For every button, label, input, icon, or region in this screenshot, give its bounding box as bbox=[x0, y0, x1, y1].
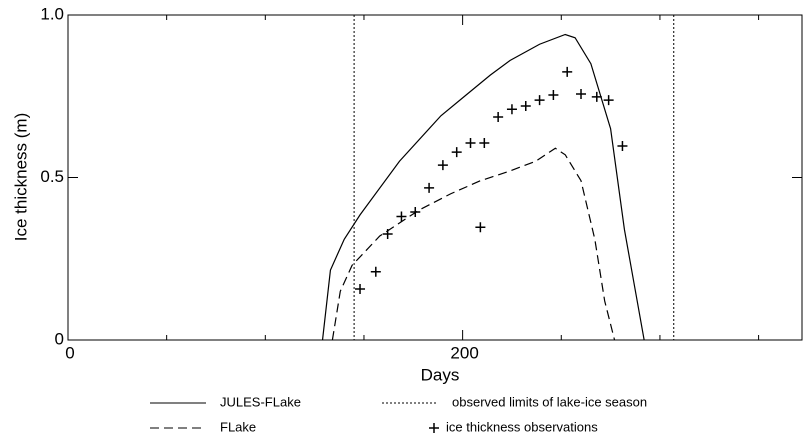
observation bbox=[535, 95, 545, 105]
plot-frame bbox=[68, 15, 802, 340]
observation bbox=[493, 112, 503, 122]
y-tick-label: 0.5 bbox=[40, 167, 64, 186]
observation bbox=[521, 101, 531, 111]
y-axis-label: Ice thickness (m) bbox=[11, 113, 30, 241]
observation bbox=[479, 138, 489, 148]
y-tick-label: 0 bbox=[55, 329, 64, 348]
observation bbox=[383, 229, 393, 239]
y-tick-label: 1.0 bbox=[40, 4, 64, 23]
observation bbox=[424, 183, 434, 193]
legend-label: JULES-FLake bbox=[220, 394, 301, 409]
series-line bbox=[323, 35, 645, 341]
x-tick-label: 200 bbox=[450, 343, 478, 362]
observation bbox=[452, 147, 462, 157]
observation bbox=[617, 141, 627, 151]
observation bbox=[562, 67, 572, 77]
observation bbox=[438, 160, 448, 170]
observation bbox=[576, 89, 586, 99]
observation bbox=[548, 90, 558, 100]
legend-symbol bbox=[429, 423, 439, 433]
observation bbox=[371, 267, 381, 277]
observation bbox=[475, 222, 485, 232]
legend-label: FLake bbox=[220, 419, 256, 434]
legend-label: ice thickness observations bbox=[446, 419, 598, 434]
legend-label: observed limits of lake-ice season bbox=[452, 394, 647, 409]
observation bbox=[604, 95, 614, 105]
series-line bbox=[332, 148, 614, 340]
observation bbox=[355, 284, 365, 294]
x-axis-label: Days bbox=[421, 365, 460, 384]
observation bbox=[507, 104, 517, 114]
x-tick-label: 0 bbox=[65, 343, 74, 362]
observation bbox=[466, 138, 476, 148]
